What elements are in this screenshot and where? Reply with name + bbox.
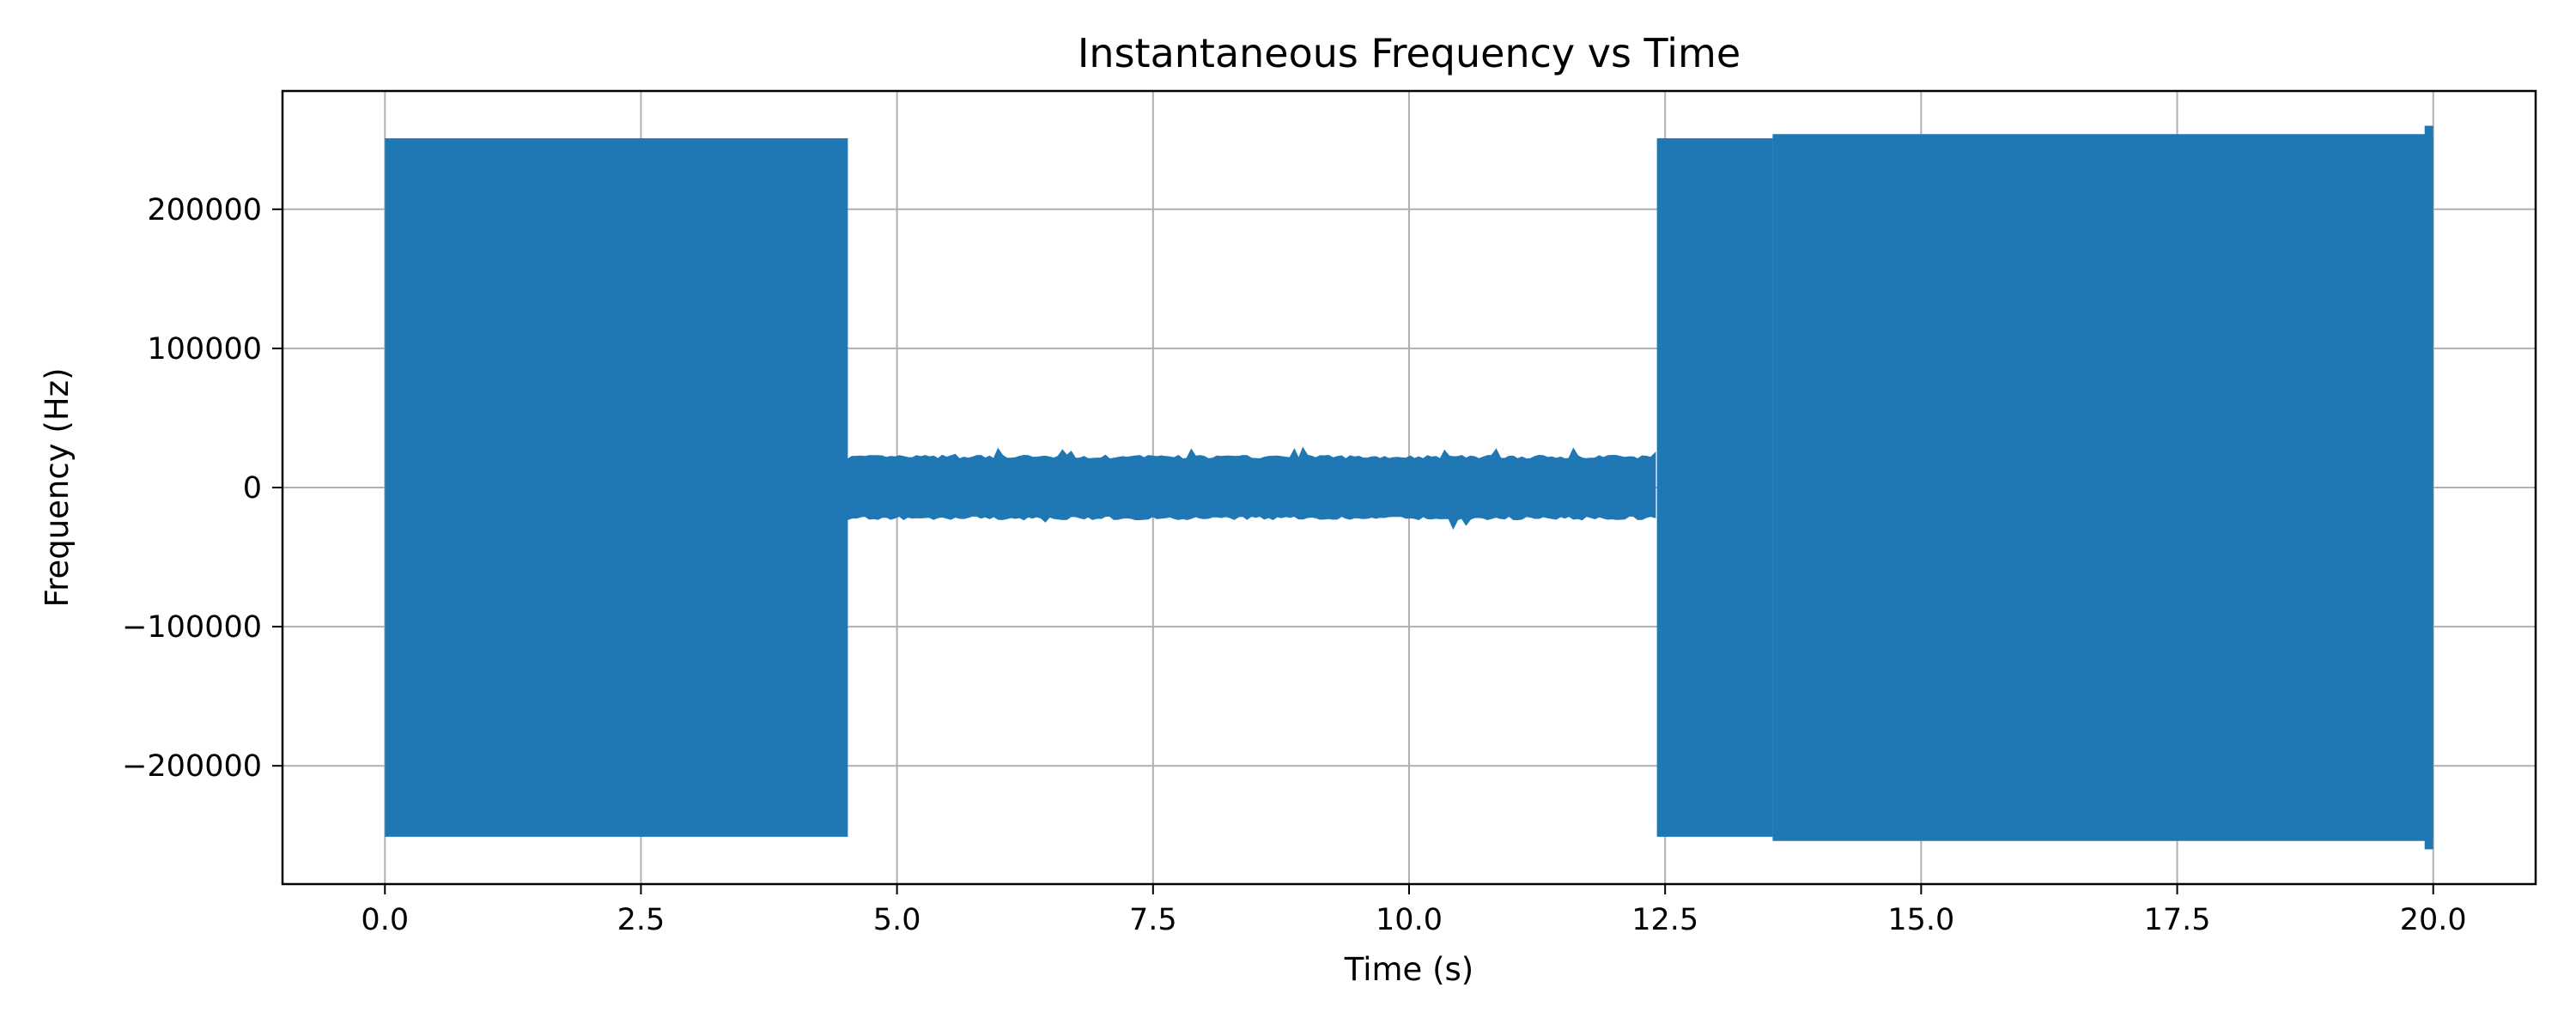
series-peak [2424,125,2433,850]
x-tick-label: 15.0 [1887,903,1954,937]
series-line [385,125,2433,850]
y-axis-label: Frequency (Hz) [39,367,76,607]
y-tick-label: 200000 [147,193,262,227]
series-oscillation-band [385,138,848,837]
y-tick-label: 100000 [147,332,262,367]
y-tick-label: 0 [243,471,262,506]
x-tick-label: 7.5 [1129,903,1177,937]
series-oscillation-band [1656,138,1773,837]
y-tick-label: −200000 [122,749,262,784]
x-tick-label: 0.0 [361,903,409,937]
series-oscillation-band [1772,134,2433,841]
x-tick-label: 5.0 [873,903,921,937]
x-tick-label: 20.0 [2400,903,2467,937]
x-tick-label: 2.5 [617,903,665,937]
chart-title: Instantaneous Frequency vs Time [1078,30,1741,76]
x-tick-label: 17.5 [2144,903,2211,937]
x-tick-label: 12.5 [1631,903,1698,937]
series-noise-band [847,446,1656,530]
x-tick-label: 10.0 [1376,903,1443,937]
x-axis-label: Time (s) [1344,951,1473,988]
tick-layer: 0.0 2.5 5.0 7.5 10.0 12.5 15.0 17.5 20.0 −200000 −… [122,193,2467,937]
y-tick-label: −100000 [122,610,262,645]
series-layer [385,125,2433,850]
